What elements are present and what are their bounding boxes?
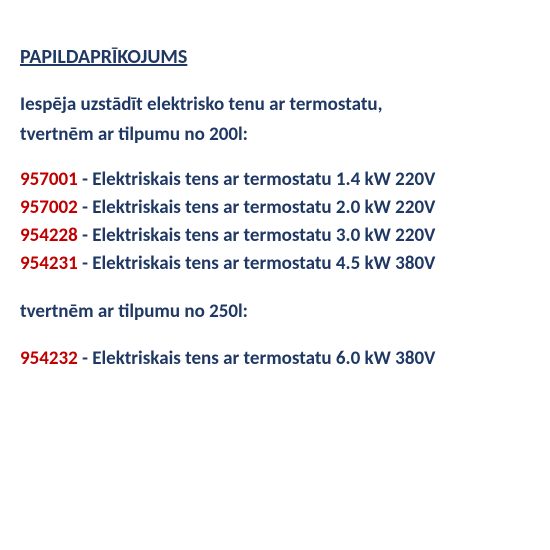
item-code: 954232 bbox=[20, 347, 78, 370]
item-line: 954232 - Elektriskais tens ar termostatu… bbox=[20, 345, 530, 373]
item-line: 957002 - Elektriskais tens ar termostatu… bbox=[20, 194, 530, 222]
item-desc: - Elektriskais tens ar termostatu 2.0 kW… bbox=[78, 196, 436, 219]
item-line: 954228 - Elektriskais tens ar termostatu… bbox=[20, 222, 530, 250]
items-200-group: 957001 - Elektriskais tens ar termostatu… bbox=[20, 166, 530, 278]
item-desc: - Elektriskais tens ar termostatu 3.0 kW… bbox=[78, 224, 436, 247]
item-desc: - Elektriskais tens ar termostatu 1.4 kW… bbox=[78, 168, 436, 191]
item-code: 954228 bbox=[20, 224, 78, 247]
item-code: 954231 bbox=[20, 252, 78, 275]
item-code: 957002 bbox=[20, 196, 78, 219]
item-desc: - Elektriskais tens ar termostatu 6.0 kW… bbox=[78, 347, 436, 370]
subheading-200: tvertnēm ar tilpumu no 200l: bbox=[20, 123, 530, 146]
item-code: 957001 bbox=[20, 168, 78, 191]
subheading-250: tvertnēm ar tilpumu no 250l: bbox=[20, 300, 530, 323]
item-desc: - Elektriskais tens ar termostatu 4.5 kW… bbox=[78, 252, 436, 275]
intro-text: Iespēja uzstādīt elektrisko tenu ar term… bbox=[20, 91, 530, 119]
section-heading: PAPILDAPRĪKOJUMS bbox=[20, 45, 530, 69]
item-line: 954231 - Elektriskais tens ar termostatu… bbox=[20, 250, 530, 278]
items-250-group: 954232 - Elektriskais tens ar termostatu… bbox=[20, 345, 530, 373]
item-line: 957001 - Elektriskais tens ar termostatu… bbox=[20, 166, 530, 194]
